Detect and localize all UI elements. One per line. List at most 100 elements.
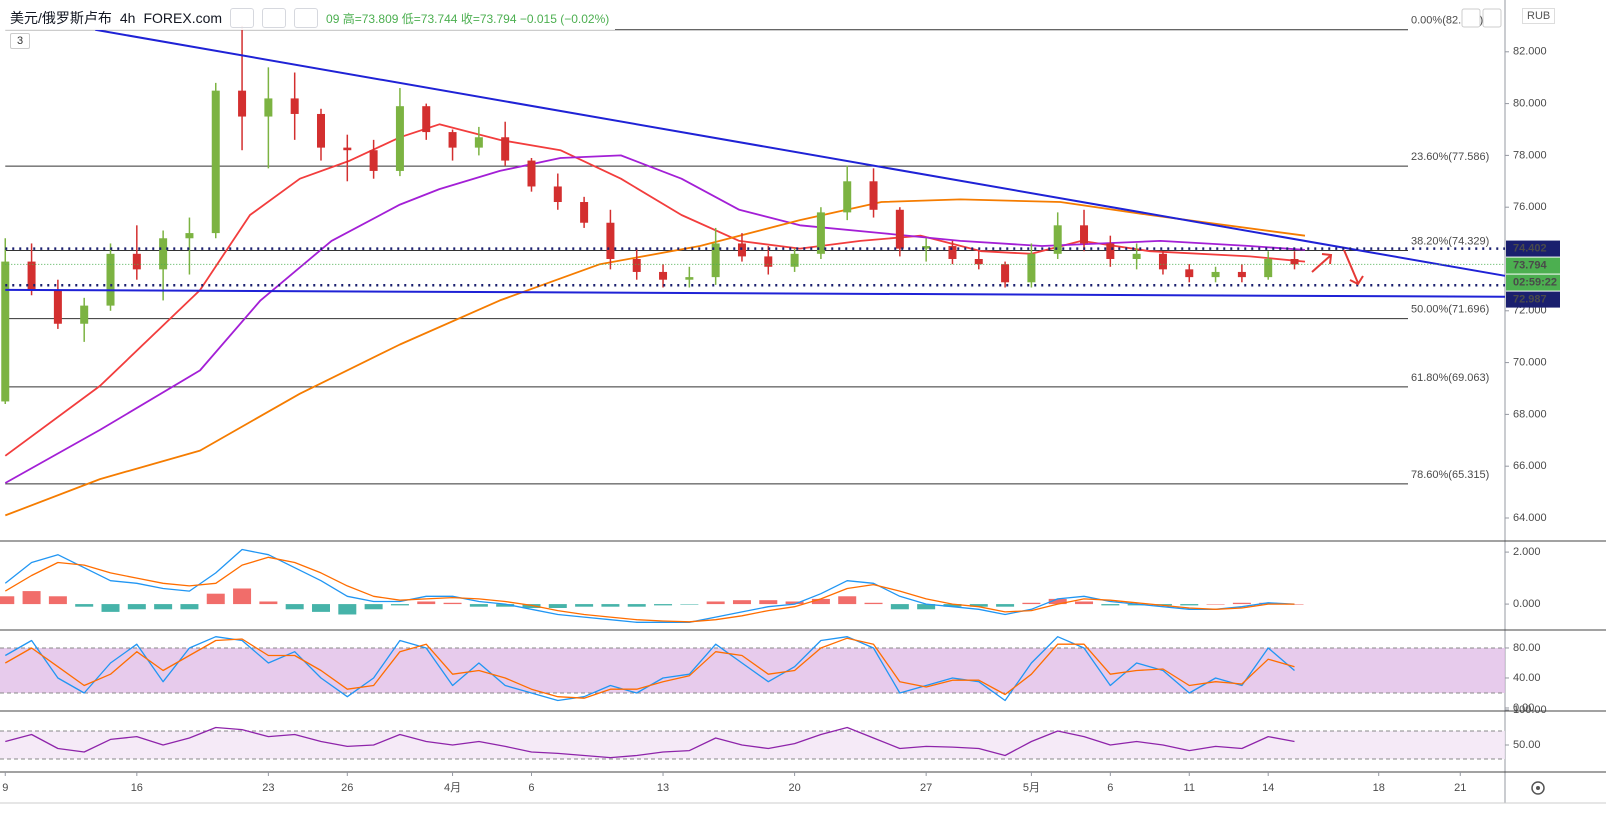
indicator-toggle[interactable]: 3 (10, 33, 31, 49)
candle-body (1106, 243, 1115, 259)
candle-body (448, 132, 457, 148)
candle-body (922, 246, 931, 249)
price-label-box (1506, 291, 1560, 308)
macd-histogram-bar (732, 600, 751, 605)
macd-histogram-bar (233, 588, 252, 605)
y-tick-label: 80.000 (1513, 98, 1547, 110)
candle-body (1053, 225, 1062, 254)
macd-histogram-bar (969, 604, 988, 607)
drawn-arrows (1311, 249, 1364, 286)
y-tick-label: 2.000 (1513, 546, 1541, 558)
candle-body (527, 160, 536, 187)
button[interactable] (294, 8, 319, 28)
macd-histogram-bar (759, 600, 778, 605)
button[interactable] (1482, 8, 1502, 28)
candle-body (395, 106, 404, 171)
macd-histogram-bar (443, 602, 462, 605)
moving-average (4, 198, 1306, 517)
macd-histogram-bar (311, 604, 330, 612)
gear-center (1536, 786, 1540, 790)
candle-body (159, 238, 168, 270)
macd-histogram-bar (548, 604, 567, 608)
button[interactable] (1461, 8, 1481, 28)
candle-body (895, 209, 904, 249)
candle-body (1211, 271, 1220, 278)
interval: 4h (119, 10, 136, 26)
macd-histogram-bar (785, 601, 804, 605)
candle-body (764, 256, 773, 267)
macd-histogram-bar (680, 604, 699, 605)
button[interactable] (262, 8, 287, 28)
candle-body (106, 253, 115, 306)
candle-body (343, 147, 352, 151)
x-tick-label: 13 (657, 782, 669, 794)
macd-histogram-bar (1075, 601, 1094, 605)
candle-body (1290, 258, 1299, 265)
band-fill (0, 730, 1505, 760)
candle-body (711, 243, 720, 278)
fib-label: 50.00%(71.696) (1411, 304, 1489, 316)
macd-histogram-bar (259, 601, 278, 605)
candle-body (132, 253, 141, 270)
candle-body (1, 261, 10, 402)
macd-histogram-bar (1180, 604, 1199, 606)
candle-body (1027, 253, 1036, 283)
fib-label: 61.80%(69.063) (1411, 372, 1489, 384)
y-tick-label: 70.000 (1513, 356, 1547, 368)
macd-histogram-bar (0, 596, 15, 605)
settings-icon[interactable] (1531, 781, 1545, 795)
macd-histogram-bar (154, 604, 173, 610)
macd-histogram-bar (917, 604, 936, 610)
fib-label: 23.60%(77.586) (1411, 151, 1489, 163)
candle-body (1237, 271, 1246, 278)
candle-body (790, 253, 799, 267)
macd-histogram-bar (706, 601, 725, 605)
x-tick-label: 11 (1184, 782, 1195, 794)
candle-body (632, 258, 641, 272)
macd-histogram-bar (127, 604, 146, 610)
macd-histogram-bar (890, 604, 909, 610)
x-tick-label: 23 (262, 782, 274, 794)
candle-body (1132, 253, 1141, 259)
candle-body (869, 181, 878, 210)
y-tick-label: 0.00 (1513, 702, 1534, 714)
macd-histogram-bar (75, 604, 94, 607)
macd-histogram-bar (364, 604, 383, 610)
macd-histogram-bar (1206, 604, 1225, 605)
x-tick-label: 6 (1107, 782, 1113, 794)
candle-body (316, 113, 325, 148)
macd-histogram-bar (101, 604, 120, 612)
macd-histogram-bar (864, 602, 883, 605)
y-tick-label: 80.00 (1513, 642, 1541, 654)
macd-histogram-bar (811, 598, 830, 605)
candle-body (580, 202, 589, 223)
x-tick-label: 20 (788, 782, 800, 794)
candle-body (1158, 253, 1167, 270)
fib-label: 38.20%(74.329) (1411, 235, 1489, 247)
y-tick-label: 100.00 (1513, 704, 1547, 716)
y-tick-label: 68.000 (1513, 408, 1547, 420)
button[interactable] (230, 8, 255, 28)
candle-body (659, 271, 668, 280)
y-tick-label: 82.000 (1513, 46, 1547, 58)
macd-histogram-bar (1101, 604, 1120, 606)
macd-histogram-bar (180, 604, 199, 610)
macd-histogram-bar (206, 593, 225, 605)
candle-body (1001, 264, 1010, 283)
price-label: 02:59:22 (1513, 276, 1557, 288)
price-label-box (1506, 274, 1560, 291)
price-label: 73.794 (1513, 259, 1548, 271)
macd-histogram-bar (1048, 598, 1067, 605)
macd-histogram-bar (1285, 604, 1304, 605)
ohlc-values: 09 高=73.809 低=73.744 收=73.794 −0.015 (−0… (326, 11, 610, 26)
macd-histogram-bar (838, 596, 857, 605)
macd-line (4, 548, 1295, 623)
candle-body (948, 246, 957, 259)
gear[interactable] (1531, 781, 1545, 795)
currency-label: RUB (1522, 8, 1556, 24)
trendline (5, 288, 1506, 298)
candle-body (843, 181, 852, 213)
candle-body (422, 106, 431, 133)
macd-histogram-bar (390, 604, 409, 606)
